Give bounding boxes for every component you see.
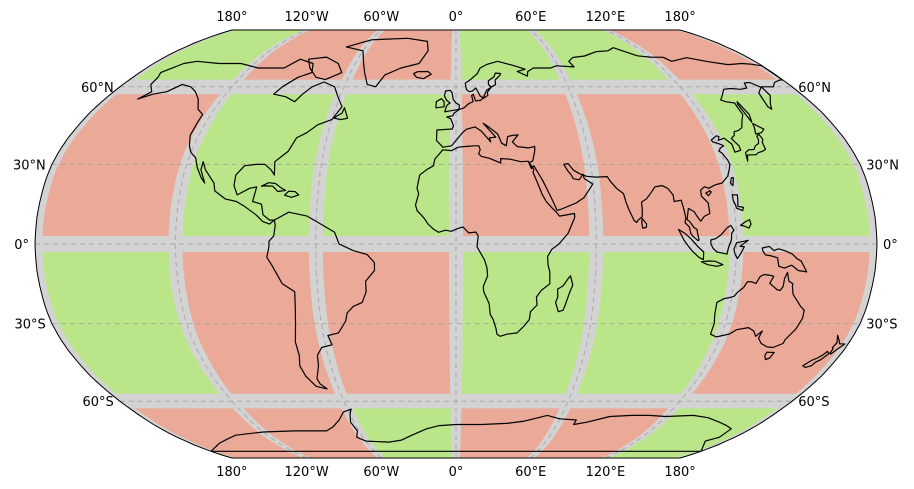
lat-label-right: 30°N bbox=[866, 158, 899, 173]
cell-salmon-1 bbox=[243, 30, 378, 80]
coastline-new-zealand-south bbox=[802, 350, 830, 368]
coastline-hainan bbox=[705, 190, 712, 197]
coastline-eurasia bbox=[435, 47, 784, 242]
lon-label-top: 120°W bbox=[285, 10, 329, 25]
lon-label-bottom: 60°E bbox=[515, 465, 546, 480]
coastline-hokkaido bbox=[752, 122, 765, 135]
category-cells bbox=[42, 30, 870, 458]
cell-green-12 bbox=[42, 252, 221, 394]
cell-green-7 bbox=[182, 94, 336, 236]
coastline-new-zealand-north bbox=[829, 334, 846, 355]
lat-label-right: 0° bbox=[883, 238, 898, 253]
cell-salmon-14 bbox=[322, 252, 451, 394]
coastline-sumatra bbox=[677, 228, 705, 261]
coastline-australia bbox=[709, 271, 805, 349]
cell-salmon-6 bbox=[42, 94, 221, 236]
coastline-africa bbox=[414, 145, 576, 337]
coastline-java bbox=[700, 260, 724, 267]
cell-salmon-21 bbox=[459, 408, 560, 458]
tick-labels: 180° 180° 120°W 120°W 60°W 60°W 0° 0° 60°E 60°E 12… bbox=[13, 10, 899, 480]
coastline-baffin bbox=[308, 56, 343, 81]
cell-salmon-10 bbox=[576, 94, 730, 236]
cell-salmon-17 bbox=[692, 252, 870, 394]
coastline-tasmania bbox=[764, 351, 775, 361]
cell-green-3 bbox=[459, 30, 560, 80]
cell-green-16 bbox=[576, 252, 730, 394]
coastline-hispaniola bbox=[284, 190, 300, 198]
coastlines bbox=[137, 37, 846, 452]
map-outline bbox=[34, 29, 878, 459]
lon-label-bottom: 180° bbox=[664, 465, 695, 480]
coastline-newfoundland bbox=[333, 107, 349, 121]
coastline-sulawesi bbox=[733, 239, 749, 260]
cell-green-0 bbox=[135, 30, 303, 80]
coastline-south-america bbox=[266, 211, 376, 390]
coastline-philippines-mindanao bbox=[740, 219, 752, 229]
lat-label-left: 60°N bbox=[81, 81, 114, 96]
lat-label-right: 30°S bbox=[866, 318, 897, 333]
coastline-philippines-luzon bbox=[731, 194, 745, 212]
coastline-iceland bbox=[413, 70, 432, 80]
lon-label-bottom: 120°W bbox=[285, 465, 329, 480]
cell-green-23 bbox=[609, 408, 777, 458]
lon-label-bottom: 60°W bbox=[363, 465, 399, 480]
lon-label-top: 60°E bbox=[515, 10, 546, 25]
coastline-antarctica bbox=[210, 408, 732, 452]
lon-label-bottom: 0° bbox=[449, 465, 464, 480]
lat-label-left: 30°S bbox=[15, 318, 46, 333]
cell-green-11 bbox=[692, 94, 870, 236]
coastline-north-america bbox=[137, 58, 343, 225]
cell-salmon-5 bbox=[609, 30, 777, 80]
coastline-great-britain bbox=[443, 89, 460, 113]
cell-green-20 bbox=[352, 408, 453, 458]
lon-label-top: 180° bbox=[216, 10, 247, 25]
cell-salmon-13 bbox=[182, 252, 336, 394]
cell-salmon-22 bbox=[534, 408, 669, 458]
lat-label-right: 60°S bbox=[798, 395, 829, 410]
coastline-cuba bbox=[260, 182, 287, 193]
cell-green-4 bbox=[534, 30, 669, 80]
coastline-borneo bbox=[710, 224, 735, 255]
lon-label-top: 180° bbox=[664, 10, 695, 25]
cell-salmon-18 bbox=[135, 408, 303, 458]
lat-label-right: 60°N bbox=[798, 81, 831, 96]
coastline-sri-lanka bbox=[641, 217, 648, 229]
coastline-ireland bbox=[435, 98, 445, 109]
lon-label-bottom: 180° bbox=[216, 465, 247, 480]
lon-label-bottom: 120°E bbox=[586, 465, 626, 480]
coastline-greenland bbox=[345, 37, 429, 88]
coastline-new-guinea bbox=[761, 245, 808, 273]
lon-label-top: 60°W bbox=[363, 10, 399, 25]
cell-salmon-9 bbox=[461, 94, 590, 236]
lat-label-left: 0° bbox=[14, 238, 29, 253]
cell-green-8 bbox=[322, 94, 451, 236]
coastline-taiwan bbox=[730, 177, 734, 187]
lat-label-left: 60°S bbox=[83, 395, 114, 410]
cell-salmon-19 bbox=[243, 408, 378, 458]
coastline-japan bbox=[744, 133, 767, 162]
lon-label-top: 0° bbox=[449, 10, 464, 25]
cell-green-15 bbox=[461, 252, 590, 394]
coastline-sakhalin bbox=[736, 101, 753, 123]
lat-label-left: 30°N bbox=[13, 158, 46, 173]
coastline-madagascar bbox=[555, 275, 574, 313]
lon-label-top: 120°E bbox=[586, 10, 626, 25]
